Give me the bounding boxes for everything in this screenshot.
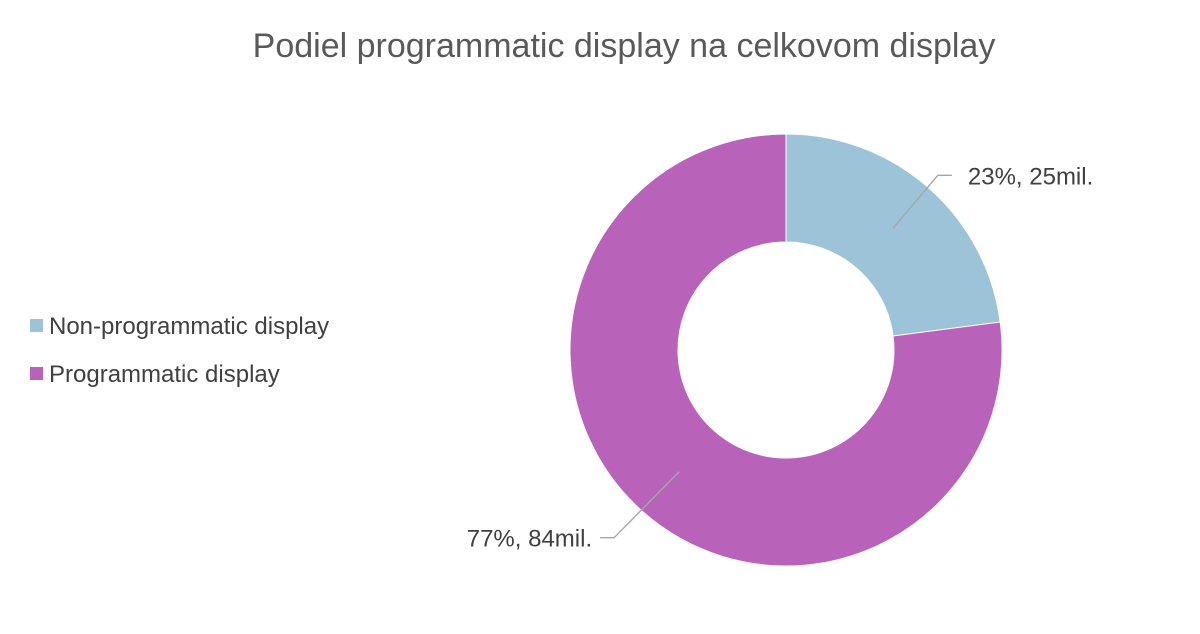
legend-label-programmatic: Programmatic display <box>49 361 280 388</box>
data-labels: 23%, 25mil. 77%, 84mil. <box>467 163 1094 552</box>
leader-lines <box>600 174 952 539</box>
legend-item-programmatic: Programmatic display <box>30 361 280 388</box>
leader-line-non-programmatic-display <box>892 174 952 229</box>
chart-title: Podiel programmatic display na celkovom … <box>253 27 996 65</box>
data-label-non-programmatic-display: 23%, 25mil. <box>968 163 1093 190</box>
legend-swatch-non-programmatic <box>30 319 43 332</box>
data-label-programmatic-display: 77%, 84mil. <box>467 526 592 553</box>
legend: Non-programmatic display Programmatic di… <box>30 313 329 388</box>
slice-non-programmatic-display <box>785 133 1001 337</box>
legend-label-non-programmatic: Non-programmatic display <box>49 313 329 340</box>
legend-item-non-programmatic: Non-programmatic display <box>30 313 329 340</box>
leader-line-programmatic-display <box>600 471 680 539</box>
donut-slices <box>569 133 1003 567</box>
slice-programmatic-display <box>569 133 1003 567</box>
legend-swatch-programmatic <box>30 367 43 380</box>
